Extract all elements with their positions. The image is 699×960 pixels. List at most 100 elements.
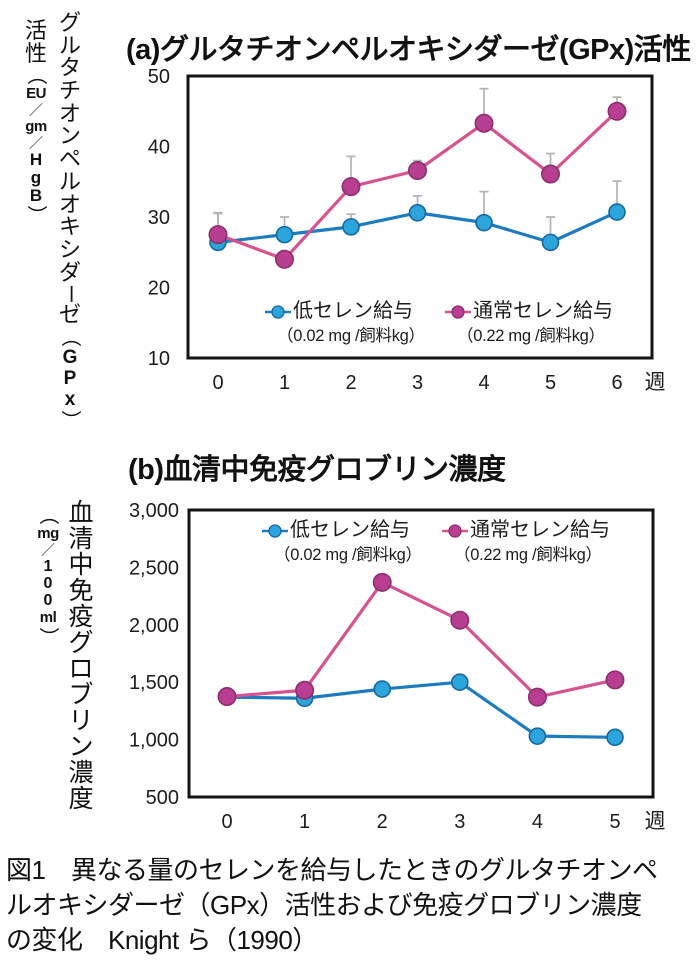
- axis-label-char: ml: [39, 609, 57, 626]
- axis-label-char: G: [62, 346, 78, 368]
- data-point-marker: [275, 249, 295, 269]
- legend-item: 通常セレン給与 （0.22 mg /飼料kg）: [442, 518, 610, 567]
- plot-frame: [186, 74, 654, 360]
- axis-label-char: （: [59, 326, 81, 347]
- data-point-marker: [608, 203, 626, 221]
- axis-label-char: mg: [37, 525, 59, 542]
- axis-label-char: EU: [26, 85, 46, 103]
- x-tick-label: 0: [221, 811, 232, 833]
- axis-label-char: ン: [68, 733, 94, 761]
- data-point-marker: [474, 113, 494, 133]
- axis-label-char: ／: [29, 102, 43, 119]
- y-tick-label: 30: [148, 207, 170, 229]
- data-point-marker: [607, 101, 627, 121]
- data-point-marker: [528, 727, 547, 745]
- legend-marker-icon: [262, 523, 288, 538]
- data-point-marker: [217, 687, 237, 707]
- data-point-marker: [541, 233, 560, 252]
- data-point-marker: [275, 225, 294, 244]
- axis-label-char: 疫: [68, 603, 94, 631]
- x-tick-label: 1: [299, 811, 310, 833]
- data-point-marker: [342, 218, 360, 236]
- data-point-marker: [527, 687, 547, 707]
- axis-label-char: タ: [58, 55, 81, 81]
- axis-label-char: gm: [25, 118, 47, 136]
- legend-marker-icon: [442, 523, 468, 538]
- axis-label-char: 0: [43, 575, 53, 592]
- axis-label-char: チ: [58, 78, 81, 104]
- axis-label-char: 度: [68, 785, 94, 813]
- series-line: [226, 580, 616, 699]
- chart-b-y-axis-label-unit: （mg ／ 1 0 0 ml）: [34, 505, 62, 647]
- caption-line: ルオキシダーゼ（GPx）活性および免疫グロブリン濃度: [6, 890, 642, 920]
- legend-series-dose: （0.02 mg /飼料kg）: [274, 546, 422, 564]
- legend-series-name: 低セレン給与: [290, 519, 410, 541]
- data-point-marker: [475, 213, 493, 232]
- chart-b-legend: 低セレン給与 （0.02 mg /飼料kg） 通常セレン給与 （0.22 mg /飼料…: [262, 518, 610, 567]
- legend-series-dose: （0.02 mg /飼料kg）: [277, 327, 425, 345]
- x-axis-unit-label: 週: [645, 371, 666, 394]
- x-tick-label: 5: [609, 811, 620, 833]
- axis-label-char: 活: [24, 18, 47, 43]
- axis-label-char: ダ: [58, 259, 81, 285]
- axis-label-char: ブ: [68, 681, 94, 709]
- legend-series-name: 通常セレン給与: [473, 300, 613, 322]
- data-point-marker: [372, 572, 392, 592]
- x-tick-label: 2: [345, 372, 356, 394]
- caption-line: の変化 Knight ら（1990）: [6, 925, 318, 955]
- x-tick-label: 4: [478, 372, 489, 394]
- y-tick-label: 1,500: [130, 672, 179, 694]
- axis-label-char: B: [29, 186, 43, 206]
- axis-label-char: g: [30, 168, 42, 188]
- data-point-marker: [373, 680, 391, 698]
- y-tick-label: 40: [148, 137, 170, 159]
- data-point-marker: [450, 673, 469, 691]
- axis-label-char: （: [37, 505, 59, 525]
- axis-label-char: （: [25, 65, 47, 86]
- data-point-marker: [450, 610, 470, 630]
- axis-label-char: 血: [68, 499, 94, 527]
- legend-item: 低セレン給与 （0.02 mg /飼料kg）: [262, 518, 428, 567]
- legend-series-dose: （0.22 mg /飼料kg）: [457, 327, 605, 345]
- chart-a-legend: 低セレン給与 （0.02 mg /飼料kg） 通常セレン給与 （0.22 mg /飼料…: [265, 299, 613, 348]
- legend-series-name: 通常セレン給与: [470, 519, 610, 541]
- axis-label-char: 1: [43, 558, 53, 575]
- axis-label-char: 濃: [68, 759, 94, 787]
- legend-item: 低セレン給与 （0.02 mg /飼料kg）: [265, 299, 431, 348]
- axis-label-char: P: [63, 367, 77, 389]
- axis-label-char: 0: [43, 592, 53, 609]
- y-tick-label: 500: [146, 787, 179, 809]
- data-point-marker: [540, 164, 560, 184]
- axis-label-char: リ: [68, 707, 94, 735]
- legend-marker-icon: [445, 304, 471, 319]
- axis-label-char: ー: [59, 284, 81, 305]
- chart-a-plot: 50 40 30 20 10 0 1 2 3 4 5 6 週: [148, 66, 666, 394]
- x-tick-label: 4: [532, 811, 543, 833]
- axis-label-char: オ: [58, 100, 81, 126]
- legend-marker-icon: [265, 304, 291, 319]
- x-tick-label: 1: [279, 372, 290, 394]
- x-tick-label: 3: [454, 811, 465, 833]
- y-tick-label: 2,000: [130, 615, 179, 637]
- data-point-marker: [295, 680, 315, 700]
- y-tick-label: 20: [148, 278, 170, 300]
- plot-frame: [187, 508, 655, 799]
- x-axis-unit-label: 週: [645, 810, 666, 833]
- y-tick-label: 3,000: [130, 500, 179, 522]
- axis-label-char: ）: [37, 627, 59, 647]
- chart-b-plot: 3,000 2,500 2,000 1,500 1,000 500 0 1 2 3 4 5 週: [130, 500, 666, 833]
- axis-label-char: x: [64, 388, 76, 410]
- x-tick-label: 0: [212, 372, 223, 394]
- axis-label-char: 免: [68, 577, 94, 605]
- caption-line: 図1 異なる量のセレンを給与したときのグルタチオンペ: [6, 855, 658, 885]
- axis-label-char: ル: [58, 32, 81, 58]
- data-point-marker: [606, 728, 624, 747]
- legend-series-name: 低セレン給与: [293, 300, 413, 322]
- axis-label-char: グ: [68, 629, 94, 657]
- axis-label-char: H: [29, 150, 43, 170]
- axis-label-char: シ: [58, 236, 81, 262]
- axis-label-char: ペ: [58, 146, 81, 172]
